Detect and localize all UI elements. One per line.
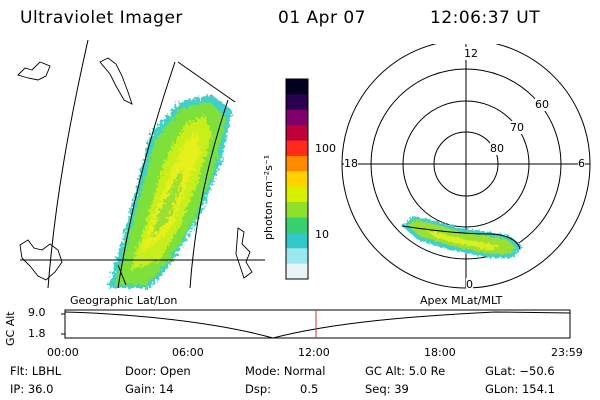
gc-alt-info: GC Alt: 5.0 Re (365, 364, 446, 378)
altitude-curve (64, 311, 571, 339)
aurora-oval (402, 216, 522, 258)
altitude-plot (61, 309, 571, 339)
header-date: 01 Apr 07 (278, 8, 366, 28)
time-tick: 12:00 (298, 346, 330, 359)
ip-info: IP: 36.0 (10, 382, 54, 396)
polar-label-0: 0 (466, 278, 473, 291)
longitude-line (47, 40, 89, 289)
polar-label-18: 18 (344, 157, 358, 170)
colorbar-label: photon cm⁻²s⁻¹ (262, 154, 275, 240)
mode-info: Mode: Normal (245, 364, 326, 378)
polar-label-12: 12 (463, 47, 479, 60)
polar-label-70: 70 (510, 121, 524, 134)
latitude-line (177, 61, 236, 103)
colorbar-segment (286, 248, 308, 265)
polar-label-60: 60 (535, 98, 549, 111)
apex-label: Apex MLat/MLT (420, 294, 503, 307)
altitude-tick-bottom: 1.8 (28, 327, 46, 340)
coastline (17, 57, 253, 281)
aurora-emission (108, 95, 232, 288)
app-title: Ultraviolet Imager (20, 8, 183, 28)
colorbar-segment (286, 217, 308, 234)
polar-label-6: 6 (578, 157, 585, 170)
colorbar-segment (286, 171, 308, 188)
colorbar-segment (286, 125, 308, 142)
time-tick: 00:00 (47, 346, 79, 359)
altitude-tick-top: 9.0 (28, 306, 46, 319)
geographic-map (17, 40, 265, 289)
colorbar-segment (286, 155, 308, 172)
colorbar-segment (286, 109, 308, 126)
header-time: 12:06:37 UT (430, 8, 541, 28)
longitude-line (117, 61, 176, 289)
time-tick: 06:00 (172, 346, 204, 359)
polar-plot (341, 44, 591, 289)
geographic-label: Geographic Lat/Lon (70, 294, 178, 307)
colorbar-segment (286, 232, 308, 249)
oval-boundary (401, 225, 521, 250)
time-tick: 18:00 (424, 346, 456, 359)
colorbar-segment (286, 186, 308, 203)
colorbar-segment (286, 79, 308, 95)
glat-info: GLat: −50.6 (485, 364, 555, 378)
seq-info: Seq: 39 (365, 382, 409, 396)
longitude-line (117, 264, 127, 286)
altitude-axis-label: GC Alt (4, 311, 17, 346)
time-tick: 23:59 (551, 346, 583, 359)
colorbar (285, 78, 309, 280)
colorbar-segment (286, 140, 308, 157)
colorbar-segment (286, 94, 308, 111)
glon-info: GLon: 154.1 (485, 382, 555, 396)
colorbar-tick-100: 100 (315, 142, 336, 155)
door-info: Door: Open (125, 364, 191, 378)
longitude-line (189, 99, 229, 289)
polar-label-80: 80 (490, 142, 504, 155)
colorbar-segment (286, 202, 308, 218)
filter-info: Flt: LBHL (10, 364, 62, 378)
dsp-label: Dsp: (245, 382, 272, 396)
dsp-value: 0.5 (300, 382, 319, 396)
colorbar-segment (286, 263, 308, 280)
gain-info: Gain: 14 (125, 382, 174, 396)
colorbar-tick-10: 10 (315, 228, 329, 241)
